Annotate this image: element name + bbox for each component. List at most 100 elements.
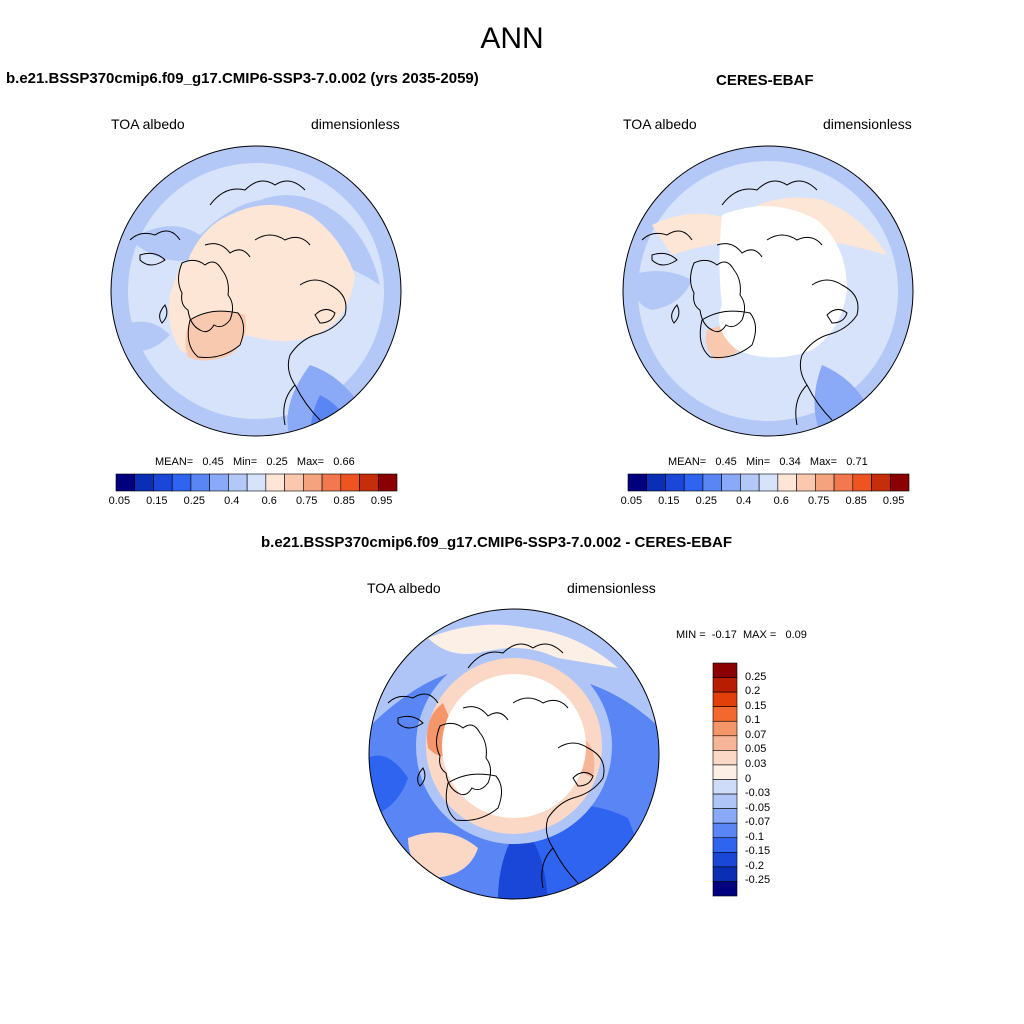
main-title: ANN — [480, 22, 544, 55]
left-max-label: Max= — [296, 456, 325, 468]
colorbar-swatch — [228, 473, 248, 492]
colorbar-tick-label: 0.05 — [745, 743, 767, 756]
colorbar-tick-label: 0.95 — [882, 495, 905, 507]
colorbar-tick-label: 0.6 — [261, 495, 277, 507]
colorbar-tick-label: 0.05 — [108, 495, 131, 507]
colorbar-swatch — [340, 473, 360, 492]
right-variable-label: TOA albedo — [623, 116, 697, 132]
colorbar-tick-label: -0.25 — [745, 874, 771, 887]
colorbar-swatch — [712, 662, 738, 678]
colorbar-swatch — [712, 735, 738, 751]
colorbar-tick-label: 0.03 — [745, 757, 767, 770]
right-polar-map — [622, 145, 914, 437]
colorbar-tick-label: 0.15 — [745, 699, 767, 712]
colorbar-tick-label: 0.07 — [745, 728, 767, 741]
left-colorbar — [115, 473, 398, 492]
left-variable-label: TOA albedo — [111, 116, 185, 132]
colorbar-swatch — [303, 473, 323, 492]
colorbar-swatch — [115, 473, 136, 492]
colorbar-swatch — [284, 473, 304, 492]
colorbar-swatch — [815, 473, 835, 492]
colorbar-tick-label: 0.25 — [695, 495, 718, 507]
colorbar-swatch — [171, 473, 192, 492]
colorbar-tick-label: 0.85 — [333, 495, 355, 507]
colorbar-swatch — [712, 750, 738, 766]
colorbar-swatch — [712, 822, 738, 839]
left-mean-value: 0.45 — [202, 456, 224, 468]
colorbar-tick-label: 0.15 — [658, 495, 680, 507]
diff-min-label: MIN = — [676, 629, 706, 641]
colorbar-tick-label: 0.95 — [370, 495, 393, 507]
colorbar-swatch — [712, 764, 738, 780]
diff-variable-label: TOA albedo — [367, 580, 441, 596]
colorbar-swatch — [712, 677, 738, 693]
colorbar-swatch — [153, 473, 173, 492]
colorbar-tick-label: 0.4 — [736, 495, 752, 507]
right-mean-value: 0.45 — [715, 456, 737, 468]
colorbar-swatch — [246, 473, 267, 492]
diff-max-label: MAX = — [742, 629, 777, 641]
colorbar-tick-label: -0.15 — [745, 845, 771, 858]
diff-panel-title: b.e21.BSSP370cmip6.f09_g17.CMIP6-SSP3-7.… — [261, 534, 733, 551]
right-min-value: 0.34 — [779, 456, 801, 468]
right-stats: MEAN= 0.45 Min= 0.34 Max= 0.71 — [668, 456, 868, 468]
colorbar-tick-label: 0 — [745, 772, 752, 785]
left-min-value: 0.25 — [266, 456, 288, 468]
colorbar-tick-label: 0.75 — [295, 495, 318, 507]
colorbar-swatch — [712, 720, 738, 737]
diff-max-value: 0.09 — [785, 629, 807, 641]
diff-stats: MIN = -0.17 MAX = 0.09 — [676, 629, 807, 641]
left-polar-map — [110, 145, 402, 437]
colorbar-tick-label: 0.2 — [745, 685, 761, 698]
colorbar-swatch — [712, 837, 738, 853]
colorbar-swatch — [889, 473, 910, 492]
colorbar-tick-label: 0.85 — [845, 495, 867, 507]
colorbar-tick-label: -0.07 — [745, 816, 771, 829]
right-min-label: Min= — [745, 456, 771, 468]
colorbar-tick-label: 0.05 — [620, 495, 643, 507]
left-min-label: Min= — [232, 456, 258, 468]
colorbar-tick-label: 0.75 — [807, 495, 830, 507]
colorbar-swatch — [871, 473, 891, 492]
colorbar-swatch — [265, 473, 285, 492]
colorbar-swatch — [712, 808, 738, 824]
colorbar-swatch — [209, 473, 229, 492]
colorbar-tick-label: 0.25 — [745, 670, 767, 683]
left-mean-label: MEAN= — [155, 456, 194, 468]
diff-polar-map — [368, 608, 660, 900]
colorbar-swatch — [712, 793, 738, 809]
colorbar-swatch — [721, 473, 741, 492]
colorbar-tick-label: -0.2 — [745, 859, 764, 872]
colorbar-swatch — [190, 473, 210, 492]
right-max-value: 0.71 — [846, 456, 868, 468]
colorbar-swatch — [712, 691, 738, 707]
colorbar-swatch — [646, 473, 666, 492]
diff-colorbar — [712, 662, 738, 897]
colorbar-tick-label: -0.1 — [745, 830, 764, 843]
right-colorbar-ticks: 0.05 0.15 0.25 0.4 0.6 0.75 0.85 0.95 — [621, 495, 909, 509]
colorbar-tick-label: 0.15 — [146, 495, 168, 507]
colorbar-tick-label: 0.4 — [224, 495, 240, 507]
colorbar-swatch — [665, 473, 685, 492]
colorbar-tick-label: 0.25 — [183, 495, 206, 507]
colorbar-swatch — [627, 473, 648, 492]
right-units-label: dimensionless — [823, 116, 912, 132]
colorbar-tick-label: -0.05 — [745, 801, 771, 814]
right-mean-label: MEAN= — [668, 456, 707, 468]
colorbar-tick-label: 0.1 — [745, 714, 761, 727]
colorbar-swatch — [852, 473, 872, 492]
left-colorbar-ticks: 0.05 0.15 0.25 0.4 0.6 0.75 0.85 0.95 — [109, 495, 397, 509]
diff-min-value: -0.17 — [711, 629, 737, 641]
colorbar-swatch — [712, 866, 738, 882]
left-units-label: dimensionless — [311, 116, 400, 132]
colorbar-tick-label: 0.6 — [773, 495, 789, 507]
colorbar-swatch — [712, 706, 738, 722]
colorbar-swatch — [321, 473, 342, 492]
diff-colorbar-ticks: 0.25 0.2 0.15 0.1 0.07 0.05 0.03 0 -0.03 -0.05 -0.… — [743, 663, 803, 896]
colorbar-swatch — [377, 473, 398, 492]
colorbar-swatch — [134, 473, 154, 492]
diff-units-label: dimensionless — [567, 580, 656, 596]
colorbar-swatch — [712, 881, 738, 897]
colorbar-swatch — [712, 852, 738, 868]
right-max-label: Max= — [809, 456, 838, 468]
